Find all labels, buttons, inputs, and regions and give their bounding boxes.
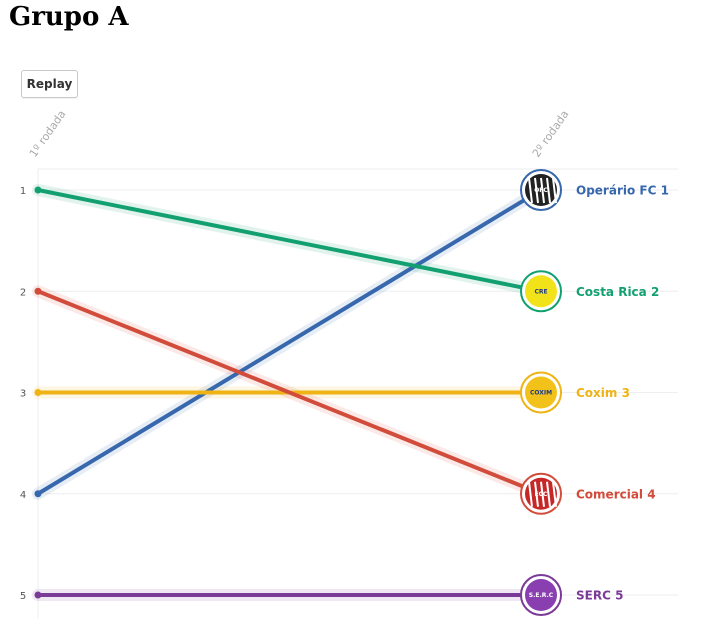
series-line (36, 188, 543, 294)
rank-axis: 1 2 3 4 5 (20, 186, 26, 602)
team-label: Comercial 4 (576, 487, 656, 501)
series-start-point (34, 389, 42, 396)
rank-tick-label: 4 (20, 490, 26, 501)
team-logo-text: CRE (534, 288, 547, 295)
team-logo-text: S.E.R.C (529, 592, 554, 599)
team-logo-text: ECC (535, 491, 549, 498)
round-labels: 1º rodada 2º rodada (27, 108, 572, 160)
team-logo-stripe (528, 177, 533, 204)
team-logo: CRE (520, 270, 562, 313)
team-logo-stripe (540, 177, 545, 204)
team-logo-stripe (546, 481, 551, 507)
team-logo-stripe (540, 481, 545, 507)
team-logo-stripe (528, 481, 533, 507)
rank-tick-label: 3 (20, 389, 26, 400)
team-logo-stripe (534, 177, 539, 204)
series-start-point (34, 186, 42, 194)
team-labels: Operário FC 1 Costa Rica 2 Coxim 3 Comercia… (576, 184, 669, 603)
team-label: SERC 5 (576, 589, 623, 603)
team-label: Coxim 3 (576, 386, 630, 400)
team-logo-badge (525, 376, 557, 409)
team-logo-stripe (552, 481, 557, 507)
team-logo: S.E.R.C (520, 574, 562, 616)
round-label: 2º rodada (530, 108, 572, 160)
series-start-point (34, 591, 42, 599)
team-logo-stripe (552, 177, 557, 204)
page-title: Grupo A (9, 2, 129, 32)
series-lines (34, 186, 543, 599)
team-logo-text: COXIM (530, 390, 552, 397)
series-start-point (34, 490, 42, 498)
series-line (36, 188, 543, 496)
team-logos: OFC CRE COXIM ECC S.E.R.C (520, 169, 562, 616)
team-logo: OFC (520, 169, 562, 211)
team-logo: ECC (520, 472, 562, 515)
rank-tick-label: 2 (20, 287, 26, 298)
series-start-point (34, 287, 42, 295)
rank-tick-label: 5 (20, 591, 26, 602)
team-logo-stripe (546, 177, 551, 204)
replay-button[interactable]: Replay (21, 70, 78, 98)
team-logo-stripe (534, 481, 539, 507)
team-label: Costa Rica 2 (576, 285, 659, 299)
team-logo: COXIM (520, 371, 562, 414)
team-logo-badge (525, 579, 557, 611)
round-label: 1º rodada (27, 108, 69, 160)
team-label: Operário FC 1 (576, 184, 669, 198)
team-logo-badge (525, 275, 557, 308)
series-line (36, 289, 543, 496)
team-logo-text: OFC (534, 187, 548, 194)
rank-tick-label: 1 (20, 186, 26, 197)
